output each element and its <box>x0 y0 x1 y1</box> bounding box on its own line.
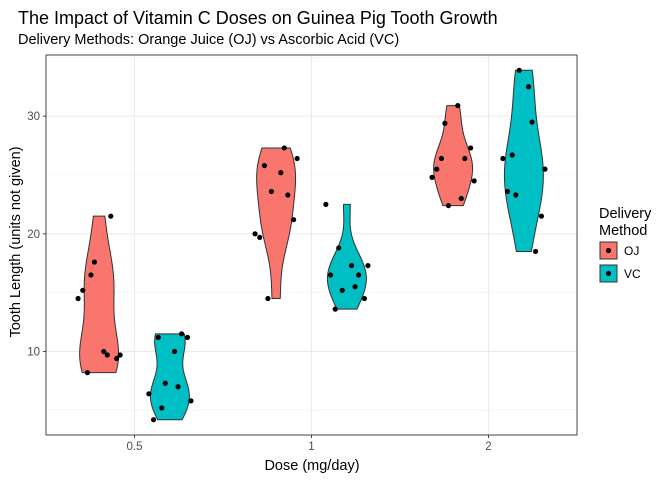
data-point <box>352 284 358 290</box>
data-point <box>291 217 297 223</box>
y-tick-label: 30 <box>27 111 40 123</box>
x-tick-label: 0.5 <box>127 441 143 453</box>
data-point <box>162 380 168 386</box>
legend-label-oj: OJ <box>624 244 639 258</box>
data-point <box>278 170 284 176</box>
data-point <box>88 272 94 278</box>
chart-title: The Impact of Vitamin C Doses on Guinea … <box>18 8 498 28</box>
data-point <box>327 272 334 278</box>
legend-label-vc: VC <box>624 267 641 281</box>
data-point <box>471 178 477 184</box>
data-point <box>252 231 258 237</box>
data-point <box>281 145 287 151</box>
legend-key-point <box>605 270 612 277</box>
legend: Delivery Method OJ VC <box>599 206 652 283</box>
violin-oj-dose-1 <box>256 147 297 300</box>
data-point <box>84 370 91 376</box>
violins <box>79 69 544 421</box>
x-tick-label: 2 <box>485 441 491 453</box>
data-point <box>348 262 355 269</box>
data-point <box>155 334 161 340</box>
x-tick-label: 1 <box>308 441 314 453</box>
data-point <box>146 391 152 397</box>
data-point <box>332 306 338 312</box>
data-point <box>355 272 362 278</box>
data-point <box>516 67 522 73</box>
data-point <box>184 334 191 340</box>
data-point <box>108 213 114 219</box>
data-point <box>504 188 511 195</box>
violin-vc-dose-1 <box>326 203 367 310</box>
data-point <box>429 174 435 180</box>
data-point <box>150 417 157 423</box>
data-point <box>323 201 329 208</box>
data-point <box>434 166 440 172</box>
data-point <box>285 192 291 198</box>
data-point <box>361 295 368 302</box>
y-tick-label: 20 <box>27 229 40 241</box>
data-point <box>178 331 185 337</box>
data-point <box>114 355 120 362</box>
y-tick-label: 10 <box>27 346 40 358</box>
data-point <box>171 348 178 355</box>
data-point <box>445 202 452 209</box>
data-point <box>513 192 519 198</box>
data-point <box>455 102 461 109</box>
violin-oj-dose-2 <box>433 105 474 207</box>
data-point <box>80 287 86 293</box>
data-point <box>104 352 110 358</box>
data-point <box>542 166 548 172</box>
data-point <box>159 405 165 411</box>
data-point <box>101 348 107 355</box>
data-point <box>529 119 535 125</box>
legend-key-point <box>605 247 612 254</box>
data-point <box>75 295 81 302</box>
violin-vc-dose-0.5 <box>149 333 190 421</box>
data-points <box>75 67 548 423</box>
data-point <box>117 352 123 358</box>
data-point <box>261 162 268 169</box>
data-point <box>257 234 263 240</box>
data-point <box>442 120 448 126</box>
data-point <box>458 195 464 202</box>
data-point <box>339 287 345 293</box>
data-point <box>336 245 342 251</box>
x-axis: 0.5 1 2 <box>127 435 492 453</box>
data-point <box>188 398 194 404</box>
data-point <box>91 259 98 265</box>
data-point <box>438 155 445 162</box>
legend-title-line-2: Method <box>599 223 647 239</box>
data-point <box>268 188 275 195</box>
x-axis-title: Dose (mg/day) <box>264 458 359 474</box>
data-point <box>175 384 181 390</box>
chart-subtitle: Delivery Methods: Orange Juice (OJ) vs A… <box>18 32 399 48</box>
data-point <box>525 84 532 90</box>
data-point <box>538 213 545 219</box>
data-point <box>532 248 539 255</box>
grid-lines <box>46 55 577 435</box>
data-point <box>509 152 515 158</box>
y-axis-title: Tooth Length (units not given) <box>8 146 24 337</box>
legend-title-line-1: Delivery <box>599 206 652 222</box>
data-point <box>265 295 271 302</box>
data-point <box>468 145 474 151</box>
plot-panel <box>45 54 578 436</box>
y-axis: 10 20 30 <box>27 111 46 358</box>
data-point <box>500 155 506 162</box>
data-point <box>365 262 371 269</box>
violin-oj-dose-0.5 <box>79 215 120 374</box>
data-point <box>294 155 300 162</box>
data-point <box>462 155 468 162</box>
